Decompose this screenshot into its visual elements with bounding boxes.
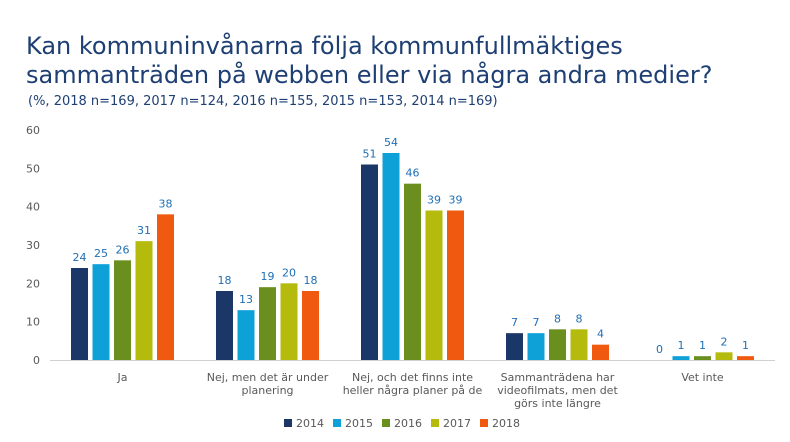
legend-swatch-2015 [333, 419, 341, 427]
chart-title-line-2: sammanträden på webben eller via några a… [26, 61, 713, 89]
data-label-2016-cat4: 8 [554, 312, 561, 325]
bar-2015-cat4 [527, 333, 545, 360]
legend-swatch-2016 [382, 419, 390, 427]
bar-2018-cat5 [737, 356, 754, 360]
data-label-2017-cat2: 20 [282, 266, 296, 279]
data-label-2018-cat3: 39 [449, 194, 463, 207]
data-label-2016-cat1: 26 [116, 243, 130, 256]
category-label: Nej, men det är under planering [207, 371, 329, 397]
data-label-2015-cat1: 25 [94, 247, 108, 260]
data-label-2017-cat4: 8 [576, 312, 583, 325]
data-label-2018-cat5: 1 [742, 339, 749, 352]
legend-swatch-2014 [284, 419, 292, 427]
category-label-line: heller några planer på de [343, 384, 483, 397]
data-label-2016-cat5: 1 [699, 339, 706, 352]
bar-2017-cat1 [135, 241, 153, 360]
data-label-2015-cat2: 13 [239, 293, 253, 306]
data-label-2014-cat4: 7 [511, 316, 518, 329]
bar-2017-cat4 [570, 329, 588, 360]
category-label-line: planering [241, 384, 293, 397]
legend-swatch-2017 [431, 419, 439, 427]
bar-2017-cat5 [715, 352, 733, 360]
bar-2018-cat1 [157, 214, 174, 360]
bar-2018-cat2 [302, 291, 319, 360]
bar-2018-cat4 [592, 344, 609, 360]
data-label-2014-cat3: 51 [363, 148, 377, 161]
y-tick-label: 50 [26, 162, 40, 175]
data-label-2014-cat5: 0 [656, 343, 663, 356]
category-label-line: Ja [117, 371, 128, 384]
y-tick-label: 30 [26, 239, 40, 252]
data-label-2015-cat4: 7 [533, 316, 540, 329]
bar-2017-cat3 [425, 210, 443, 360]
bar-2016-cat3 [404, 183, 421, 360]
bar-2014-cat1 [71, 268, 88, 360]
legend-label-2014: 2014 [296, 417, 324, 430]
y-tick-label: 10 [26, 316, 40, 329]
legend-label-2016: 2016 [394, 417, 422, 430]
data-label-2014-cat1: 24 [73, 251, 87, 264]
bar-2014-cat4 [506, 333, 523, 360]
bar-2015-cat2 [237, 310, 255, 360]
chart-title-line-1: Kan kommuninvånarna följa kommunfullmäkt… [26, 32, 623, 60]
data-label-2016-cat2: 19 [261, 270, 275, 283]
chart-subtitle: (%, 2018 n=169, 2017 n=124, 2016 n=155, … [28, 94, 498, 109]
category-label: Nej, och det finns inte heller några plan… [343, 371, 483, 397]
category-label-line: görs inte längre [514, 397, 601, 410]
data-label-2018-cat2: 18 [304, 274, 318, 287]
legend-label-2018: 2018 [492, 417, 520, 430]
y-tick-label: 40 [26, 201, 40, 214]
data-label-2017-cat5: 2 [721, 335, 728, 348]
data-label-2018-cat4: 4 [597, 328, 604, 341]
bar-2016-cat5 [694, 356, 711, 360]
category-label: Sammanträdena har videofilmats, men det gö… [497, 371, 618, 410]
category-label: Ja [117, 371, 128, 384]
y-tick-label: 60 [26, 124, 40, 137]
bar-2015-cat5 [672, 356, 690, 360]
bar-2015-cat3 [382, 153, 400, 360]
bar-2018-cat3 [447, 210, 464, 360]
category-label-line: videofilmats, men det [497, 384, 618, 397]
bar-2016-cat2 [259, 287, 276, 360]
data-label-2014-cat2: 18 [218, 274, 232, 287]
y-tick-label: 0 [33, 354, 40, 367]
bar-2016-cat1 [114, 260, 131, 360]
data-label-2017-cat1: 31 [137, 224, 151, 237]
chart-title: Kan kommuninvånarna följa kommunfullmäkt… [26, 32, 786, 90]
bar-2014-cat3 [361, 164, 378, 360]
data-label-2017-cat3: 39 [427, 194, 441, 207]
category-label-line: Vet inte [681, 371, 724, 384]
bar-2017-cat2 [280, 283, 298, 360]
category-label-line: Sammanträdena har [501, 371, 615, 384]
bar-2015-cat1 [92, 264, 110, 360]
data-label-2015-cat5: 1 [678, 339, 685, 352]
data-label-2016-cat3: 46 [406, 167, 420, 180]
category-label-line: Nej, och det finns inte [352, 371, 473, 384]
data-label-2015-cat3: 54 [384, 136, 398, 149]
legend-swatch-2018 [480, 419, 488, 427]
category-label-line: Nej, men det är under [207, 371, 329, 384]
bar-2016-cat4 [549, 329, 566, 360]
data-label-2018-cat1: 38 [159, 197, 173, 210]
bar-2014-cat2 [216, 291, 233, 360]
category-label: Vet inte [681, 371, 724, 384]
legend-label-2015: 2015 [345, 417, 373, 430]
y-tick-label: 20 [26, 277, 40, 290]
legend-label-2017: 2017 [443, 417, 471, 430]
